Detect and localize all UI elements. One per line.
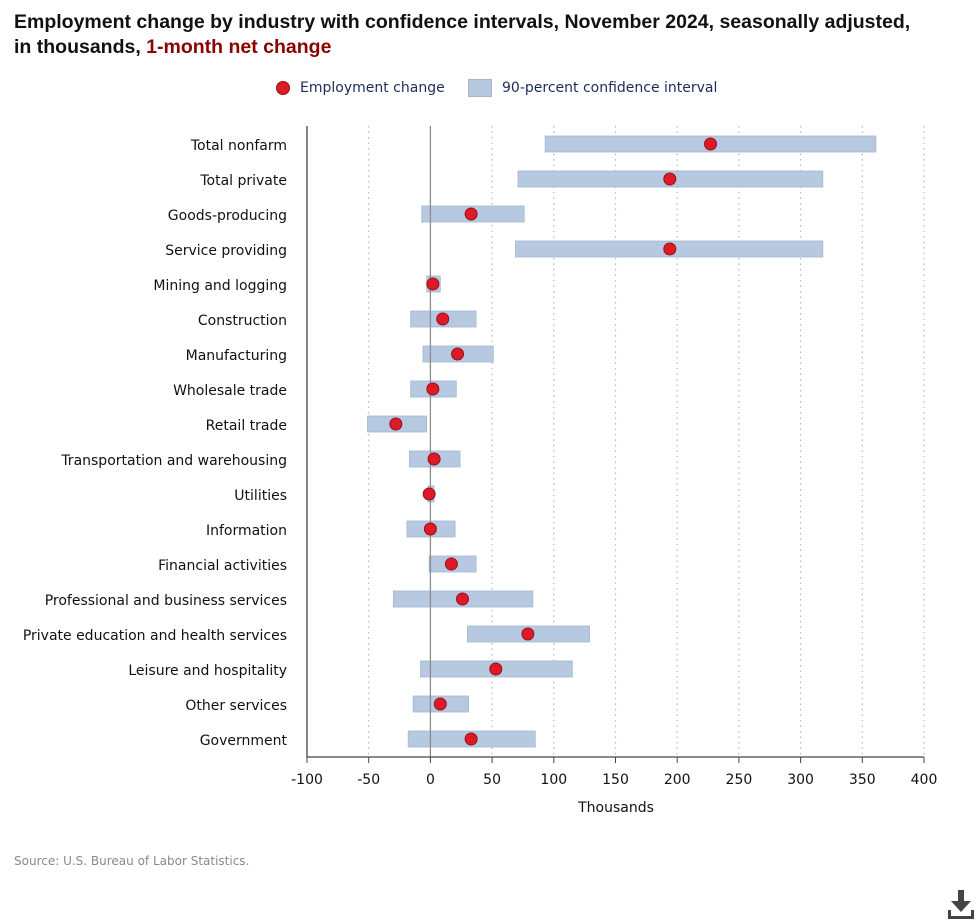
legend: Employment change 90-percent confidence … xyxy=(0,76,980,100)
employment-change-point[interactable] xyxy=(521,627,535,641)
category-label: Professional and business services xyxy=(45,593,287,609)
employment-change-point[interactable] xyxy=(426,382,440,396)
x-tick-label: 350 xyxy=(849,772,876,788)
category-label: Leisure and hospitality xyxy=(128,663,287,679)
legend-item-confidence-interval[interactable]: 90-percent confidence interval xyxy=(468,76,717,100)
category-label: Information xyxy=(206,523,287,539)
employment-change-point[interactable] xyxy=(423,522,437,536)
grid-lines xyxy=(368,126,925,757)
source-note: Source: U.S. Bureau of Labor Statistics. xyxy=(14,854,250,868)
category-label: Other services xyxy=(185,698,287,714)
chart-title-accent: 1-month net change xyxy=(146,36,332,58)
category-label: Transportation and warehousing xyxy=(60,453,287,469)
employment-change-point[interactable] xyxy=(464,207,478,221)
chart-title: Employment change by industry with confi… xyxy=(14,10,914,60)
category-label: Goods-producing xyxy=(168,208,287,224)
category-label: Retail trade xyxy=(206,418,287,434)
x-tick-label: 100 xyxy=(540,772,567,788)
x-tick-label: 50 xyxy=(483,772,501,788)
x-tick-label: 0 xyxy=(426,772,435,788)
employment-change-point[interactable] xyxy=(464,732,478,746)
category-label: Utilities xyxy=(234,488,287,504)
employment-change-point[interactable] xyxy=(426,277,440,291)
employment-change-point[interactable] xyxy=(663,242,677,256)
employment-change-point[interactable] xyxy=(489,662,503,676)
employment-change-point[interactable] xyxy=(451,347,465,361)
category-label: Total private xyxy=(199,173,287,189)
x-tick-label: 250 xyxy=(726,772,753,788)
category-label: Service providing xyxy=(165,243,287,259)
employment-change-points xyxy=(389,137,718,746)
employment-change-point[interactable] xyxy=(663,172,677,186)
category-label: Wholesale trade xyxy=(173,383,287,399)
category-label: Construction xyxy=(198,313,287,329)
axes xyxy=(306,126,925,763)
employment-change-point[interactable] xyxy=(444,557,458,571)
download-icon[interactable] xyxy=(946,888,976,920)
x-tick-labels: -100 -50 0 50 100 150 200 250 300 350 400 xyxy=(291,772,937,788)
category-label: Government xyxy=(200,733,288,749)
employment-change-point[interactable] xyxy=(436,312,450,326)
legend-item-employment-change[interactable]: Employment change xyxy=(276,76,445,100)
category-label: Manufacturing xyxy=(186,348,287,364)
x-tick-label: 200 xyxy=(664,772,691,788)
x-tick-label: 300 xyxy=(787,772,814,788)
category-label: Total nonfarm xyxy=(190,138,287,154)
employment-change-point[interactable] xyxy=(455,592,469,606)
category-label: Private education and health services xyxy=(23,628,287,644)
x-tick-label: 400 xyxy=(911,772,938,788)
chart-title-main: Employment change by industry with confi… xyxy=(14,11,911,58)
employment-change-point[interactable] xyxy=(704,137,718,151)
chart-plot: Total nonfarm Total private Goods-producin… xyxy=(23,126,937,816)
employment-change-point[interactable] xyxy=(427,452,441,466)
legend-label-employment-change: Employment change xyxy=(300,80,445,96)
legend-dot-icon xyxy=(276,81,290,95)
employment-change-point[interactable] xyxy=(433,697,447,711)
x-tick-label: -50 xyxy=(357,772,380,788)
category-label: Mining and logging xyxy=(153,278,287,294)
x-tick-label: -100 xyxy=(291,772,323,788)
employment-change-point[interactable] xyxy=(422,487,436,501)
x-axis-title: Thousands xyxy=(577,800,654,816)
confidence-intervals xyxy=(367,135,877,748)
x-tick-label: 150 xyxy=(602,772,629,788)
legend-box-icon xyxy=(468,79,492,97)
category-label: Financial activities xyxy=(158,558,287,574)
legend-label-confidence-interval: 90-percent confidence interval xyxy=(502,80,718,96)
employment-change-point[interactable] xyxy=(389,417,403,431)
category-labels: Total nonfarm Total private Goods-producin… xyxy=(23,138,288,749)
